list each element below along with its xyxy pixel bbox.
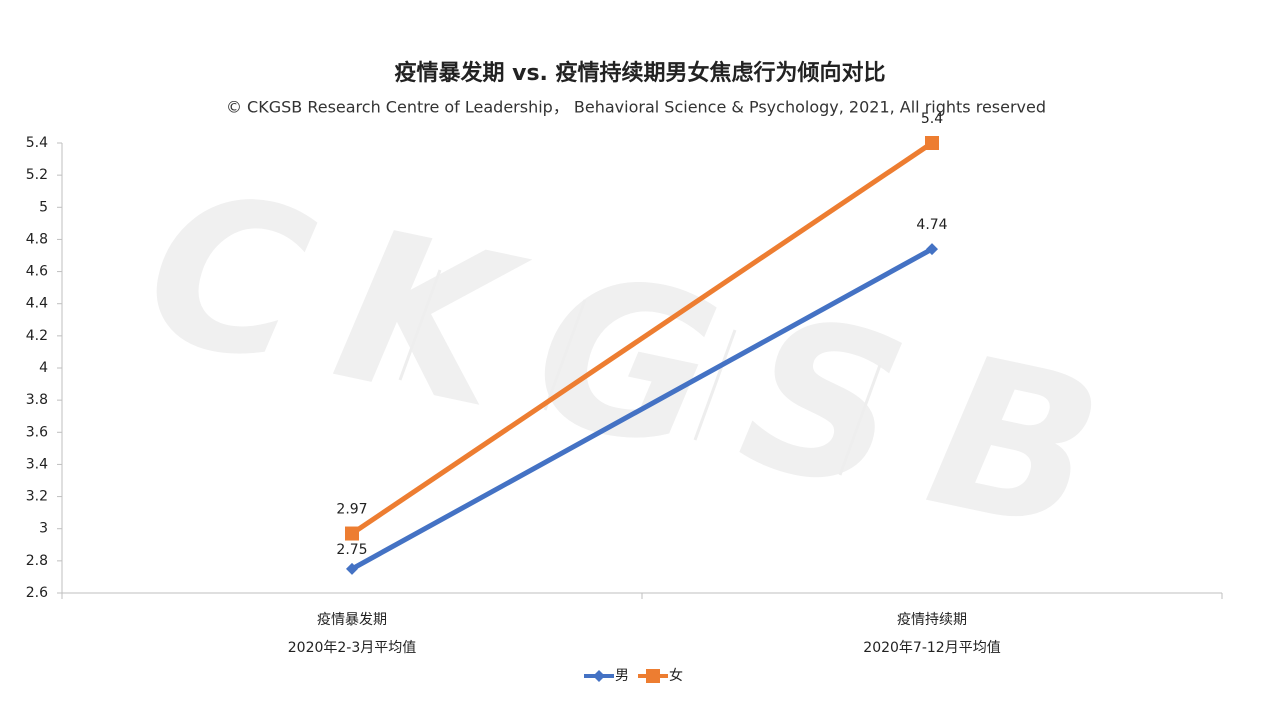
- y-tick-label: 4.2: [26, 328, 48, 344]
- y-tick-label: 3.2: [26, 489, 48, 505]
- series-line: [350, 140, 934, 536]
- y-tick-label: 5.2: [26, 167, 48, 183]
- y-tick-label: 4.6: [26, 264, 48, 280]
- y-tick-label: 3.6: [26, 424, 48, 440]
- y-tick-label: 3.4: [26, 456, 48, 472]
- y-tick-label: 2.8: [26, 553, 48, 569]
- marker: [925, 136, 939, 150]
- watermark-slash: [693, 329, 737, 441]
- y-tick-label: 5: [39, 199, 48, 215]
- y-tick-label: 5.4: [26, 135, 48, 151]
- legend-label: 男: [615, 668, 629, 684]
- y-tick-label: 3.8: [26, 392, 48, 408]
- watermark-slash: [838, 364, 882, 476]
- y-tick-label: 2.6: [26, 585, 48, 601]
- y-tick-label: 4: [39, 360, 48, 376]
- marker: [345, 526, 359, 541]
- data-label: 5.4: [921, 111, 943, 127]
- y-tick-label: 4.4: [26, 296, 48, 312]
- x-tick-label: 疫情暴发期: [317, 612, 387, 628]
- marker: [346, 562, 358, 575]
- chart-subtitle: © CKGSB Research Centre of Leadership， B…: [226, 98, 1046, 117]
- legend-label: 女: [669, 667, 683, 684]
- watermark-slash: [398, 269, 442, 381]
- series-line: [350, 246, 934, 572]
- marker: [926, 243, 938, 256]
- x-tick-label: 2020年2-3月平均值: [288, 640, 417, 656]
- x-tick-label: 疫情持续期: [897, 611, 967, 628]
- marker: [646, 669, 660, 683]
- watermark-slash: [543, 299, 587, 411]
- marker: [593, 670, 605, 682]
- data-label: 2.75: [336, 542, 367, 558]
- watermark: CKGSB: [128, 142, 1158, 590]
- chart-title: 疫情暴发期 vs. 疫情持续期男女焦虑行为倾向对比: [394, 60, 885, 86]
- x-tick-label: 2020年7-12月平均值: [863, 640, 1000, 656]
- watermark-text: CKGSB: [128, 142, 1158, 590]
- data-label: 4.74: [916, 217, 947, 233]
- y-tick-label: 4.8: [26, 231, 48, 247]
- y-tick-label: 3: [39, 521, 48, 537]
- data-label: 2.97: [336, 502, 367, 518]
